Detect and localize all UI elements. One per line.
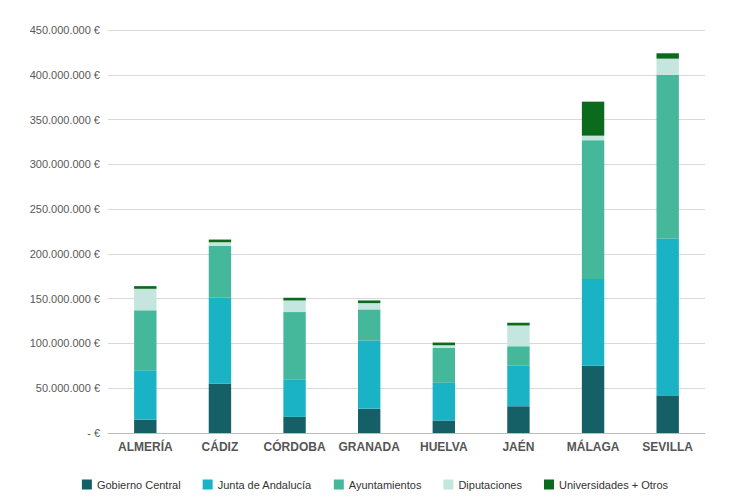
svg-text:350.000.000 €: 350.000.000 € xyxy=(30,114,100,126)
svg-text:Ayuntamientos: Ayuntamientos xyxy=(349,479,422,491)
svg-text:CÓRDOBA: CÓRDOBA xyxy=(264,439,326,454)
svg-text:Diputaciones: Diputaciones xyxy=(458,479,522,491)
svg-text:SEVILLA: SEVILLA xyxy=(642,440,693,454)
svg-text:CÁDIZ: CÁDIZ xyxy=(202,439,239,454)
svg-text:- €: - € xyxy=(87,427,100,439)
svg-text:GRANADA: GRANADA xyxy=(339,440,401,454)
svg-text:450.000.000 €: 450.000.000 € xyxy=(30,24,100,36)
svg-text:100.000.000 €: 100.000.000 € xyxy=(30,337,100,349)
svg-text:50.000.000 €: 50.000.000 € xyxy=(36,382,100,394)
svg-text:MÁLAGA: MÁLAGA xyxy=(567,439,620,454)
svg-text:Junta de Andalucía: Junta de Andalucía xyxy=(218,479,312,491)
svg-text:150.000.000 €: 150.000.000 € xyxy=(30,293,100,305)
svg-text:ALMERÍA: ALMERÍA xyxy=(118,439,173,454)
svg-text:250.000.000 €: 250.000.000 € xyxy=(30,203,100,215)
svg-text:Gobierno Central: Gobierno Central xyxy=(97,479,181,491)
svg-text:HUELVA: HUELVA xyxy=(420,440,468,454)
svg-text:200.000.000 €: 200.000.000 € xyxy=(30,248,100,260)
svg-text:400.000.000 €: 400.000.000 € xyxy=(30,69,100,81)
svg-text:JAÉN: JAÉN xyxy=(502,439,534,454)
svg-text:Universidades + Otros: Universidades + Otros xyxy=(559,479,669,491)
svg-text:300.000.000 €: 300.000.000 € xyxy=(30,158,100,170)
